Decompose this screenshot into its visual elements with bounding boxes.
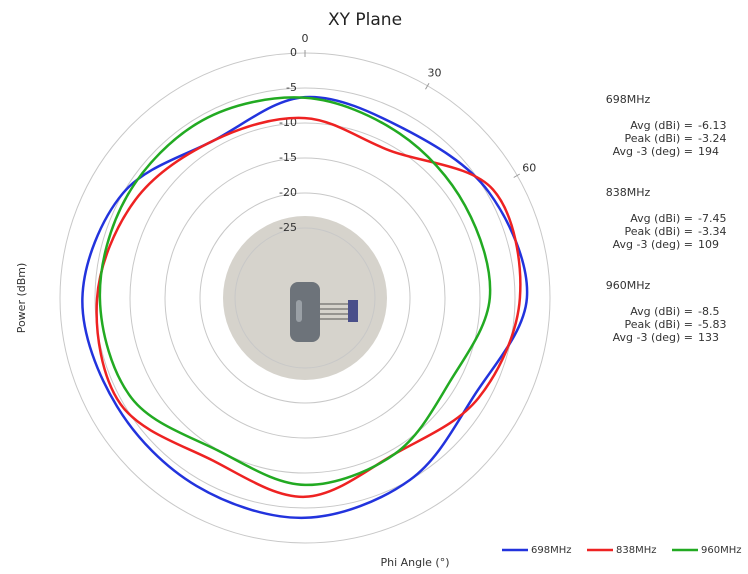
legend-label: 838MHz xyxy=(616,545,656,556)
stats-value: 194 xyxy=(698,145,719,158)
r-tick-label: -5 xyxy=(286,81,297,94)
stats-value: 133 xyxy=(698,331,719,344)
stats-heading: 960MHz xyxy=(606,279,651,292)
r-tick-label: -20 xyxy=(279,186,297,199)
theta-tick-label: 30 xyxy=(428,67,442,80)
r-tick-label: 0 xyxy=(290,46,297,59)
x-axis-title: Phi Angle (°) xyxy=(380,556,449,569)
stats-heading: 698MHz xyxy=(606,93,651,106)
stats-value: -6.13 xyxy=(698,119,726,132)
y-axis-title: Power (dBm) xyxy=(15,263,28,334)
stats-value: -7.45 xyxy=(698,212,726,225)
stats-label: Avg -3 (deg) = xyxy=(613,145,693,158)
stats-label: Avg -3 (deg) = xyxy=(613,238,693,251)
stats-value: -3.34 xyxy=(698,225,726,238)
stats-value: -3.24 xyxy=(698,132,726,145)
theta-tick-label: 60 xyxy=(522,162,536,175)
stats-label: Avg (dBi) = xyxy=(630,305,693,318)
stats-label: Avg (dBi) = xyxy=(630,119,693,132)
legend-label: 960MHz xyxy=(701,545,741,556)
stats-label: Peak (dBi) = xyxy=(625,225,694,238)
legend-label: 698MHz xyxy=(531,545,571,556)
stats-label: Peak (dBi) = xyxy=(625,318,694,331)
r-tick-label: -25 xyxy=(279,221,297,234)
chart-title: XY Plane xyxy=(328,10,402,30)
stats-value: -5.83 xyxy=(698,318,726,331)
stats-value: -8.5 xyxy=(698,305,719,318)
theta-tick-label: 0 xyxy=(302,32,309,45)
stats-heading: 838MHz xyxy=(606,186,651,199)
r-tick-label: -15 xyxy=(279,151,297,164)
chart: XY Plane Power (dBm) Phi Angle (°) 0 -5 -1… xyxy=(0,0,748,574)
stats-label: Avg (dBi) = xyxy=(630,212,693,225)
stats-label: Avg -3 (deg) = xyxy=(613,331,693,344)
stats-label: Peak (dBi) = xyxy=(625,132,694,145)
stats-value: 109 xyxy=(698,238,719,251)
